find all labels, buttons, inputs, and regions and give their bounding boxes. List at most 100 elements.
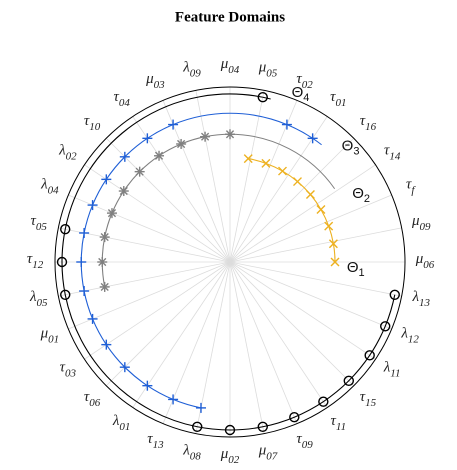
theta-label: λ11: [383, 360, 401, 379]
series-line: [80, 112, 313, 409]
marker: [343, 375, 354, 386]
marker: [200, 131, 211, 142]
theta-label: λ04: [40, 177, 59, 196]
marker-stroke: [328, 239, 338, 249]
marker-circle: [257, 92, 268, 103]
marker-circle: [389, 289, 400, 300]
series-line: [61, 93, 396, 431]
spoke: [68, 261, 231, 330]
spoke: [105, 137, 231, 263]
marker: [79, 286, 90, 297]
series-label: Θ4: [292, 84, 310, 104]
marker-stroke: [100, 232, 109, 242]
marker: [261, 158, 271, 168]
series-label: Θ2: [352, 185, 370, 205]
theta-label: τ12: [27, 251, 44, 270]
theta-label: τ06: [84, 389, 101, 408]
spoke: [229, 261, 298, 424]
theta-label: λ05: [29, 289, 48, 308]
spoke: [68, 194, 231, 263]
marker: [364, 350, 375, 361]
marker: [389, 289, 400, 300]
spoke: [229, 164, 376, 263]
theta-label: μ09: [411, 213, 431, 232]
marker: [60, 289, 71, 300]
spoke: [162, 261, 231, 424]
marker: [316, 205, 326, 214]
theta-label: λ13: [412, 289, 431, 308]
marker-circle: [380, 321, 391, 332]
theta-label: τ02: [296, 71, 313, 90]
spoke: [132, 116, 231, 263]
marker-stroke: [200, 132, 210, 141]
marker-stroke: [330, 257, 340, 267]
theta-label: τ14: [384, 143, 401, 162]
marker: [97, 257, 108, 267]
marker: [225, 129, 235, 140]
theta-label: μ06: [415, 251, 435, 270]
marker: [318, 396, 329, 407]
marker: [168, 119, 179, 130]
spoke: [84, 261, 231, 360]
marker: [101, 339, 112, 350]
series-leader: [229, 133, 336, 190]
marker: [257, 421, 268, 432]
theta-label: τ10: [84, 114, 101, 133]
marker: [106, 208, 117, 219]
theta-label: μ07: [258, 443, 278, 462]
theta-label: τ09: [296, 432, 313, 451]
marker: [380, 321, 391, 332]
marker: [101, 174, 112, 185]
spoke: [229, 261, 392, 330]
chart-title: Feature Domains: [175, 9, 285, 25]
marker-stroke: [243, 154, 253, 164]
marker: [278, 166, 287, 176]
marker-circle: [60, 224, 71, 235]
series-leader: [312, 137, 322, 146]
theta-label: λ02: [58, 143, 77, 162]
marker-stroke: [107, 209, 117, 218]
marker: [195, 402, 206, 413]
marker: [292, 177, 302, 187]
marker-stroke: [100, 282, 109, 292]
marker-circle: [224, 424, 236, 436]
marker: [134, 166, 145, 177]
marker: [224, 424, 236, 436]
marker-circle: [318, 396, 329, 407]
spoke: [229, 90, 265, 263]
marker: [60, 224, 71, 235]
marker: [330, 257, 340, 267]
marker-circle: [56, 256, 68, 268]
marker: [87, 200, 98, 211]
marker-stroke: [135, 167, 144, 176]
marker-circle: [343, 375, 354, 386]
theta-label: λ08: [182, 443, 201, 462]
marker: [307, 133, 318, 144]
spoke: [229, 194, 392, 263]
spoke: [84, 164, 231, 263]
marker: [192, 421, 203, 432]
marker: [328, 239, 338, 249]
marker-circle: [192, 421, 203, 432]
marker: [99, 281, 110, 292]
spoke: [229, 227, 402, 263]
marker: [79, 227, 90, 238]
marker-stroke: [98, 257, 107, 267]
marker: [289, 412, 300, 423]
marker: [305, 190, 315, 200]
marker-stroke: [261, 158, 271, 168]
marker: [119, 362, 130, 373]
spoke: [105, 261, 231, 387]
spoke: [229, 137, 355, 263]
marker: [176, 138, 187, 149]
theta-label: τ13: [147, 432, 164, 451]
theta-label: μ04: [220, 56, 240, 75]
marker-circle: [364, 350, 375, 361]
series-label: Θ1: [347, 259, 365, 279]
spoke: [162, 100, 231, 263]
spoke: [229, 116, 328, 263]
theta-label: τf: [406, 177, 416, 196]
theta-label: τ03: [60, 360, 77, 379]
spoke: [229, 100, 298, 263]
theta-label: τ05: [31, 213, 48, 232]
